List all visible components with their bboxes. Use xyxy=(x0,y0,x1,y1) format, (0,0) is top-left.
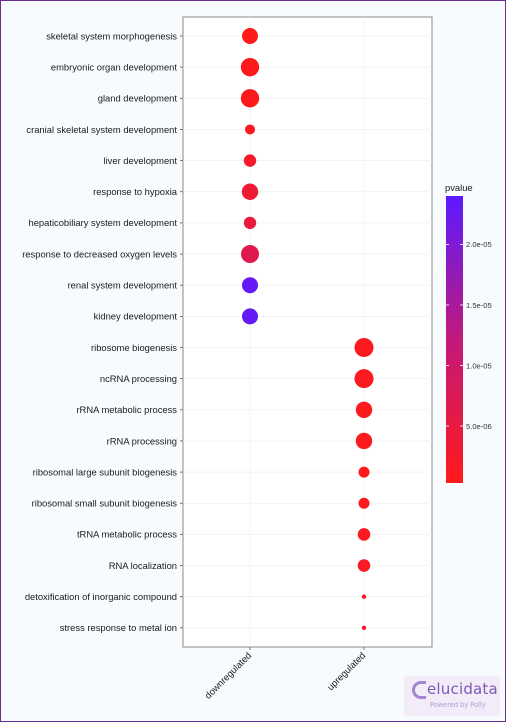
data-point[interactable] xyxy=(354,338,374,357)
data-point[interactable] xyxy=(361,625,367,631)
elucidata-mark-icon xyxy=(412,681,426,699)
y-tick-label: renal system development xyxy=(68,280,178,291)
y-tick-label: response to decreased oxygen levels xyxy=(22,248,177,259)
y-tick-label: stress response to metal ion xyxy=(60,622,177,633)
data-point[interactable] xyxy=(361,594,367,599)
data-point[interactable] xyxy=(241,245,259,264)
y-tick-label: ncRNA processing xyxy=(100,373,177,384)
data-point[interactable] xyxy=(354,369,374,389)
data-point[interactable] xyxy=(357,528,371,541)
data-point[interactable] xyxy=(243,154,257,167)
y-tick-label: ribosome biogenesis xyxy=(91,342,177,353)
y-tick-label: detoxification of inorganic compound xyxy=(25,591,177,602)
y-tick-label: ribosomal large subunit biogenesis xyxy=(33,466,178,477)
data-point[interactable] xyxy=(240,89,260,108)
y-tick-label: gland development xyxy=(98,93,178,104)
y-tick-label: liver development xyxy=(104,155,178,166)
data-point[interactable] xyxy=(355,401,373,418)
y-tick-label: response to hypoxia xyxy=(93,186,178,197)
data-point[interactable] xyxy=(355,432,373,450)
data-point[interactable] xyxy=(242,308,258,325)
data-point[interactable] xyxy=(358,497,370,509)
x-tick-label: upregulated xyxy=(325,650,368,693)
legend-title: pvalue xyxy=(445,182,473,193)
y-tick-label: cranial skeletal system development xyxy=(26,124,177,135)
y-tick-label: ribosomal small subunit biogenesis xyxy=(32,498,178,509)
x-tick-label: downregulated xyxy=(202,650,253,701)
elucidata-logo[interactable]: elucidata Powered by Polly xyxy=(404,676,500,716)
data-point[interactable] xyxy=(358,466,370,478)
data-point[interactable] xyxy=(242,28,258,44)
logo-name: elucidata xyxy=(427,680,498,698)
y-tick-label: rRNA metabolic process xyxy=(76,404,177,415)
logo-tagline: Powered by Polly xyxy=(430,701,486,709)
y-tick-label: kidney development xyxy=(94,311,178,322)
data-point[interactable] xyxy=(245,124,255,135)
data-point[interactable] xyxy=(242,277,258,294)
y-tick-label: skeletal system morphogenesis xyxy=(46,30,177,41)
y-tick-label: hepaticobiliary system development xyxy=(28,217,177,228)
y-tick-label: tRNA metabolic process xyxy=(77,529,177,540)
y-tick-label: rRNA processing xyxy=(107,435,177,446)
data-point[interactable] xyxy=(241,183,259,200)
data-point[interactable] xyxy=(240,57,260,77)
y-tick-label: RNA localization xyxy=(109,560,177,571)
plot-panel xyxy=(182,16,433,648)
data-point[interactable] xyxy=(357,559,371,572)
colorbar-label: 5.0e-06 xyxy=(466,422,492,431)
colorbar-label: 1.5e-05 xyxy=(466,301,492,310)
colorbar-label: 2.0e-05 xyxy=(466,240,492,249)
colorbar-label: 1.0e-05 xyxy=(466,361,492,370)
y-tick-label: embryonic organ development xyxy=(51,61,178,72)
data-point[interactable] xyxy=(243,216,257,230)
colorbar xyxy=(446,196,463,483)
